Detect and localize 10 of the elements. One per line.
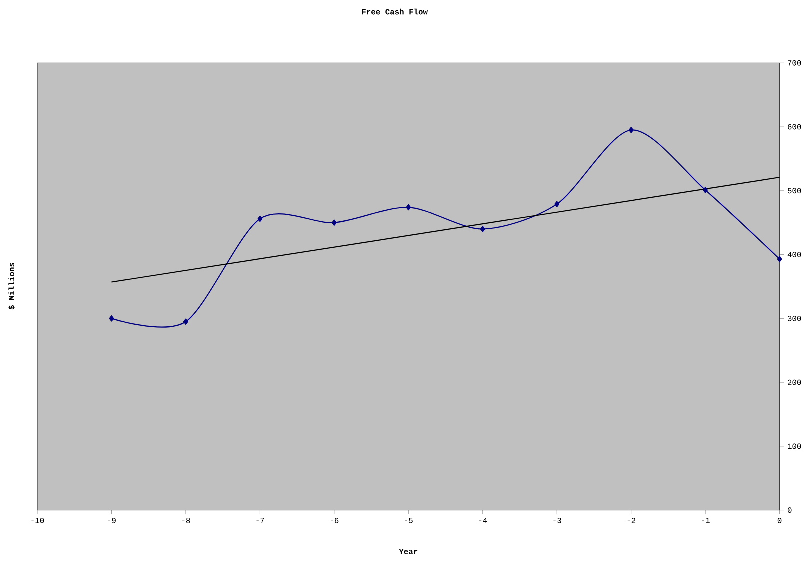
point (184, 318, 188, 326)
point (628, 127, 634, 134)
point (480, 226, 486, 233)
point (703, 187, 708, 194)
point (406, 204, 412, 211)
point (332, 220, 337, 226)
point (258, 216, 263, 222)
point (777, 256, 782, 263)
point (109, 316, 114, 322)
point (554, 201, 560, 208)
